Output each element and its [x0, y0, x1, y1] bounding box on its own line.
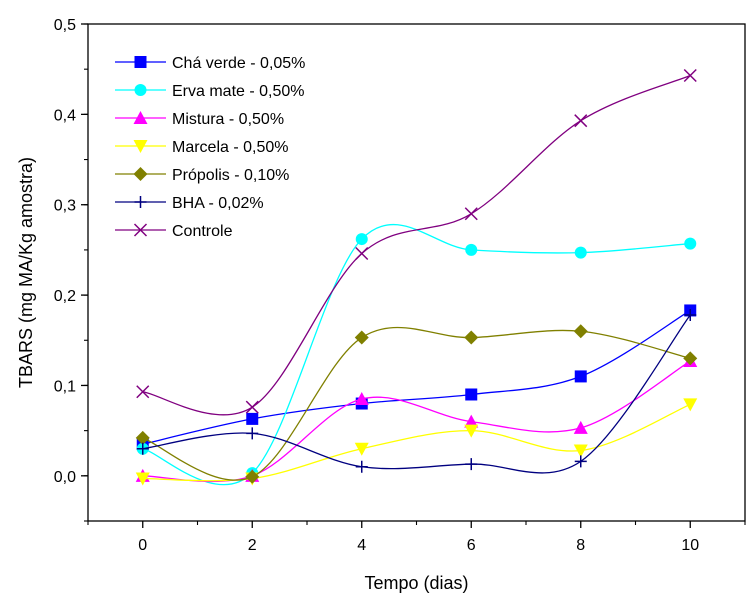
- data-point: [684, 237, 697, 250]
- data-point: [683, 68, 697, 83]
- data-point: [135, 472, 150, 486]
- series-4: [135, 398, 698, 486]
- series-3: [135, 354, 698, 483]
- data-point: [574, 246, 587, 259]
- series-6: [136, 308, 697, 474]
- y-tick-label: 0,0: [54, 469, 76, 486]
- legend-label: BHA - 0,02%: [172, 195, 264, 212]
- y-tick-label: 0,1: [54, 378, 76, 395]
- series-line: [142, 314, 691, 474]
- legend-marker: [134, 56, 147, 68]
- data-point: [465, 388, 478, 401]
- data-point: [246, 427, 259, 440]
- y-tick-label: 0,5: [54, 17, 76, 34]
- data-point: [136, 442, 149, 455]
- data-point: [574, 114, 588, 128]
- series-2: [136, 223, 697, 486]
- x-tick-label: 6: [467, 537, 476, 554]
- data-point: [245, 469, 260, 484]
- data-point: [464, 414, 479, 428]
- legend-marker: [134, 84, 147, 96]
- data-point: [683, 351, 698, 366]
- data-point: [245, 400, 259, 414]
- series-line: [142, 309, 691, 445]
- data-point: [684, 308, 697, 321]
- data-point: [683, 398, 698, 412]
- x-axis: 0 2 4 6 8 10: [87, 521, 746, 554]
- legend-marker: [133, 223, 148, 237]
- legend-item: Controle: [115, 223, 233, 240]
- legend-marker: [133, 140, 148, 153]
- x-tick-label: 10: [681, 537, 699, 554]
- legend-item: Própolis - 0,10%: [115, 167, 289, 184]
- legend-label: Erva mate - 0,50%: [172, 83, 305, 100]
- data-point: [573, 420, 588, 434]
- series-line: [142, 360, 691, 483]
- x-tick-label: 0: [138, 537, 147, 554]
- data-point: [135, 430, 150, 445]
- legend-item: Erva mate - 0,50%: [115, 83, 305, 100]
- legend-item: Chá verde - 0,05%: [115, 55, 305, 72]
- data-point: [355, 246, 369, 261]
- legend-label: Mistura - 0,50%: [172, 111, 284, 128]
- data-point: [136, 385, 150, 399]
- legend-item: Marcela - 0,50%: [115, 139, 289, 156]
- y-tick-label: 0,3: [54, 198, 76, 215]
- y-tick-label: 0,4: [54, 107, 76, 124]
- legend-marker: [134, 196, 147, 208]
- legend-item: BHA - 0,02%: [115, 195, 264, 212]
- data-point: [573, 324, 588, 339]
- x-tick-label: 2: [248, 537, 257, 554]
- data-point: [464, 207, 478, 221]
- y-axis: 0,0 0,1 0,2 0,3 0,4 0,5: [54, 17, 88, 522]
- data-point: [464, 330, 479, 345]
- legend-label: Marcela - 0,50%: [172, 139, 289, 156]
- legend: Chá verde - 0,05% Erva mate - 0,50% Mistur…: [115, 55, 305, 240]
- data-point: [354, 442, 369, 456]
- data-point: [465, 458, 478, 471]
- series-line: [142, 326, 691, 481]
- series-1: [136, 304, 697, 451]
- data-point: [464, 424, 479, 438]
- y-axis-title: TBARS (mg MA/Kg amostra): [16, 157, 36, 388]
- data-point: [574, 370, 587, 383]
- data-point: [354, 392, 369, 406]
- series-5: [135, 324, 698, 484]
- series-7: [136, 68, 697, 416]
- data-point: [573, 444, 588, 458]
- data-point: [355, 233, 368, 246]
- legend-item: Mistura - 0,50%: [115, 111, 284, 128]
- legend-marker: [133, 111, 148, 124]
- x-axis-title: Tempo (dias): [364, 573, 468, 593]
- x-tick-label: 4: [357, 537, 366, 554]
- series-line: [142, 223, 691, 486]
- legend-label: Própolis - 0,10%: [172, 167, 289, 184]
- data-point: [354, 330, 369, 345]
- x-tick-label: 8: [576, 537, 585, 554]
- legend-label: Controle: [172, 223, 233, 240]
- y-tick-label: 0,2: [54, 288, 76, 305]
- legend-label: Chá verde - 0,05%: [172, 55, 305, 72]
- series-layer: [135, 68, 698, 486]
- data-point: [246, 412, 259, 425]
- data-point: [465, 243, 478, 256]
- data-point: [355, 460, 368, 473]
- legend-marker: [133, 167, 148, 181]
- data-point: [574, 455, 587, 468]
